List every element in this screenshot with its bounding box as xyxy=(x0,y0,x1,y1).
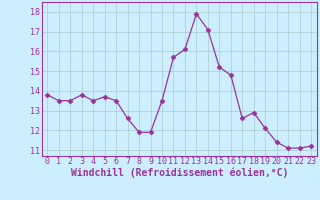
X-axis label: Windchill (Refroidissement éolien,°C): Windchill (Refroidissement éolien,°C) xyxy=(70,168,288,178)
